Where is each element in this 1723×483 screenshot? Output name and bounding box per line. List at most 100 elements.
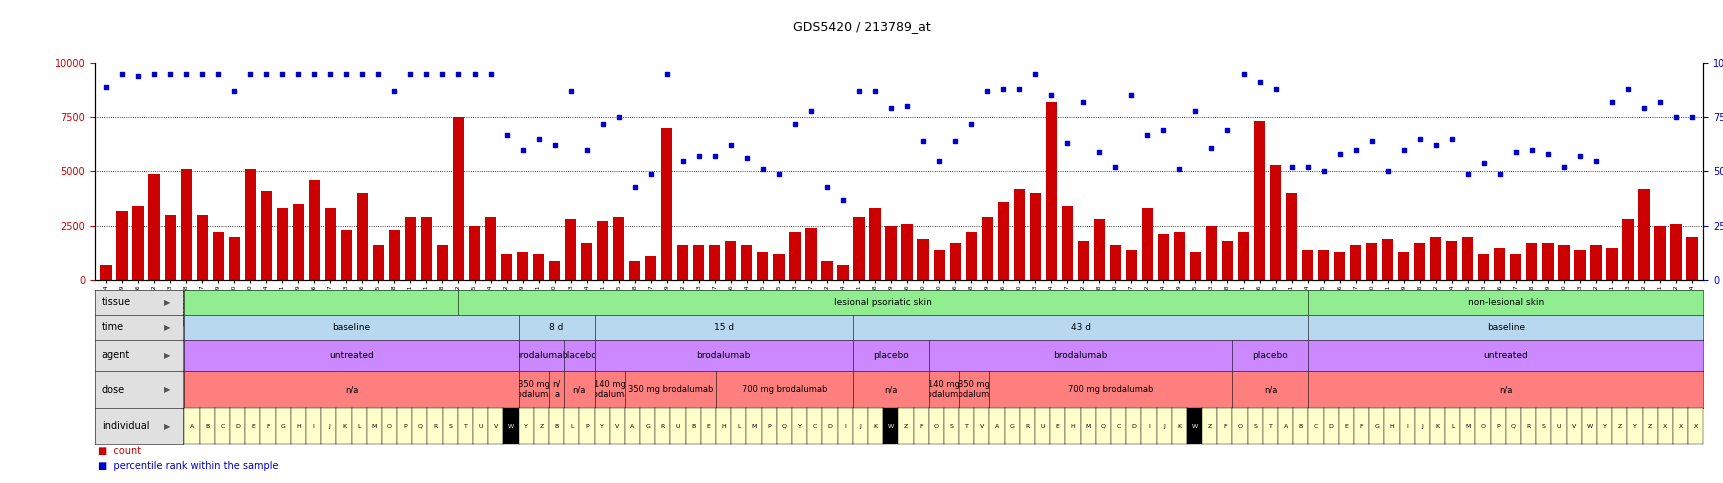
Bar [1670,224,1680,280]
Bar [1092,219,1104,280]
Bar [932,250,944,280]
Bar [805,228,817,280]
Bar [774,254,784,280]
Text: I: I [312,424,314,428]
Text: Z: Z [1647,424,1651,428]
Point [93,83,121,90]
Bar [357,193,367,280]
Bar [1589,245,1601,280]
Text: V: V [493,424,498,428]
Bar [901,224,911,280]
Text: V: V [1571,424,1575,428]
Text: F: F [1222,424,1227,428]
Point [1470,159,1497,167]
Text: D: D [234,424,239,428]
Text: brodalumab: brodalumab [1053,351,1108,360]
Point [269,70,296,77]
Text: L: L [737,424,741,428]
Bar [596,221,608,280]
Text: Z: Z [903,424,908,428]
Point [1101,163,1129,171]
Bar [164,215,176,280]
Bar [1621,219,1633,280]
Point [1661,113,1689,121]
Text: H: H [720,424,725,428]
Bar [1222,241,1232,280]
Text: n/a: n/a [884,385,898,394]
Point [236,70,264,77]
Text: L: L [1451,424,1454,428]
Bar [1573,250,1585,280]
Text: P: P [767,424,770,428]
Bar [581,243,593,280]
Text: tissue: tissue [102,297,131,307]
Text: individual: individual [102,421,150,431]
Bar [917,239,929,280]
Point [1613,85,1640,93]
Point [1485,170,1513,178]
Text: X: X [1678,424,1682,428]
Bar [420,217,432,280]
Bar [1525,243,1537,280]
Bar [693,245,705,280]
Bar [1189,252,1201,280]
Point [300,70,327,77]
Point [412,70,439,77]
Point [1406,135,1434,143]
Bar [1158,235,1168,280]
Text: Z: Z [1206,424,1211,428]
Bar [1013,189,1023,280]
Text: J: J [860,424,862,428]
Bar [725,241,736,280]
Text: B: B [555,424,558,428]
Point [701,153,729,160]
Point [157,70,184,77]
Text: T: T [1268,424,1272,428]
Bar [501,254,512,280]
Text: H: H [296,424,300,428]
Bar [341,230,351,280]
Point [396,70,424,77]
Text: time: time [102,322,124,332]
Text: J: J [1163,424,1165,428]
Bar [1685,237,1697,280]
Point [557,87,584,95]
Bar [229,237,239,280]
Text: R: R [432,424,438,428]
Point [1228,70,1256,77]
Text: untreated: untreated [329,351,374,360]
Text: B: B [1297,424,1303,428]
Point [1421,142,1449,149]
Text: F: F [918,424,922,428]
Text: lesional psoriatic skin: lesional psoriatic skin [834,298,932,307]
Text: agent: agent [102,351,129,360]
Text: Y: Y [1602,424,1606,428]
Bar [100,265,112,280]
Bar [629,261,639,280]
Point [844,87,872,95]
Bar [1046,102,1056,280]
Point [781,120,808,128]
Bar [1446,241,1456,280]
Text: C: C [1117,424,1120,428]
Text: S: S [1540,424,1546,428]
Point [572,146,600,154]
Bar [613,217,624,280]
Text: 350 mg brodalumab: 350 mg brodalumab [627,385,713,394]
Point [765,170,793,178]
Bar [308,180,320,280]
Bar [1542,243,1552,280]
Bar [293,204,303,280]
Text: I: I [1406,424,1408,428]
Point [956,120,984,128]
Point [908,137,936,145]
Bar [1077,241,1089,280]
Text: K: K [341,424,346,428]
Point [1085,148,1113,156]
Text: 350 mg
brodalumab: 350 mg brodalumab [508,380,558,399]
Text: G: G [1373,424,1378,428]
Point [1005,85,1032,93]
Text: M: M [751,424,756,428]
Bar [1430,237,1440,280]
Text: O: O [1480,424,1485,428]
